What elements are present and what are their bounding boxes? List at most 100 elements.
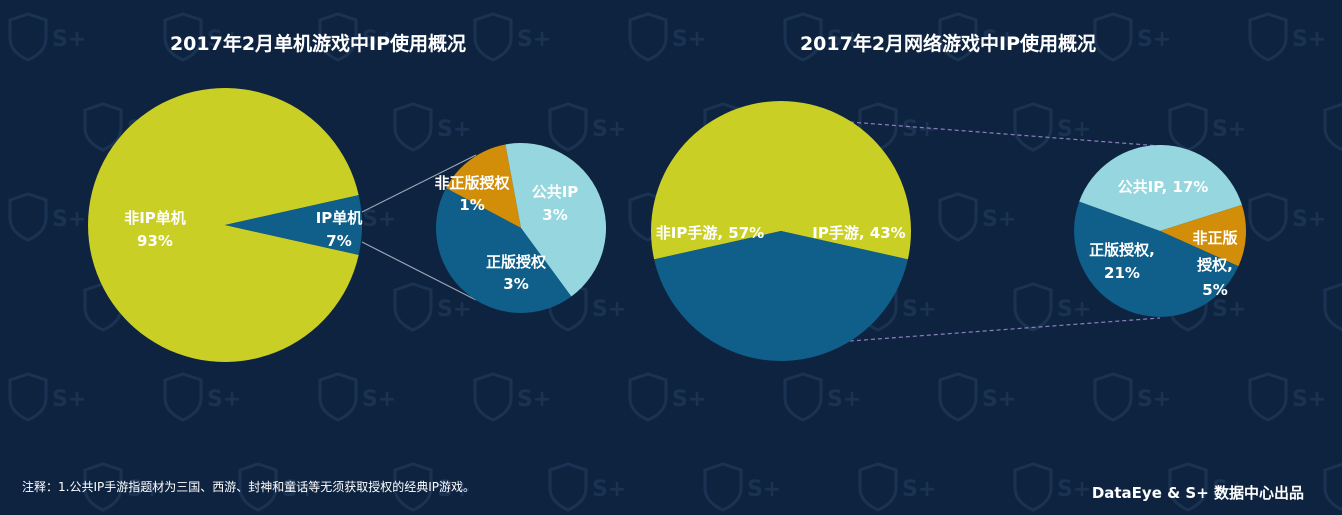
pie-slice-non-ip-mobile (651, 101, 911, 260)
pie-slice-non-ip-standalone (88, 88, 359, 362)
chart-title-standalone: 2017年2月单机游戏中IP使用概况 (170, 32, 466, 55)
watermark-shield-icon: S+ (1013, 462, 1091, 512)
watermark-shield-icon: S+ (83, 462, 161, 512)
data-label-ip-standalone: IP单机 (316, 209, 363, 227)
svg-text:S+: S+ (982, 27, 1016, 52)
svg-text:S+: S+ (362, 387, 396, 412)
data-label-licensed-mobile-line2: 21% (1104, 264, 1140, 282)
watermark-shield-icon: S+ (473, 12, 551, 62)
watermark-shield-icon: S+ (473, 372, 551, 422)
svg-text:S+: S+ (282, 477, 316, 502)
data-label-unlicensed: 非正版授权 (434, 174, 510, 192)
svg-text:S+: S+ (1057, 477, 1091, 502)
watermark-shield-icon: S+ (1323, 462, 1342, 512)
svg-text:S+: S+ (827, 27, 861, 52)
watermark-shield-icon: S+ (318, 372, 396, 422)
svg-text:S+: S+ (982, 207, 1016, 232)
watermark-shield-icon: S+ (1013, 102, 1091, 152)
svg-text:S+: S+ (52, 207, 86, 232)
svg-text:S+: S+ (827, 387, 861, 412)
watermark-shield-icon: S+ (858, 462, 936, 512)
svg-text:S+: S+ (592, 297, 626, 322)
svg-text:S+: S+ (1137, 27, 1171, 52)
watermark-shield-icon: S+ (1168, 102, 1246, 152)
pie-slice-ip-standalone (225, 195, 363, 255)
data-label-unlicensed-mobile-line1: 非正版 (1192, 229, 1237, 247)
watermark-shield-icon: S+ (8, 12, 86, 62)
svg-text:S+: S+ (362, 27, 396, 52)
svg-text:S+: S+ (362, 207, 396, 232)
watermark-shield-icon: S+ (1013, 282, 1091, 332)
watermark-shield-icon: S+ (238, 462, 316, 512)
svg-text:S+: S+ (1057, 297, 1091, 322)
svg-text:S+: S+ (902, 117, 936, 142)
watermark-shield-icon: S+ (1323, 282, 1342, 332)
connector-line-bottom-left (361, 241, 477, 301)
data-label-public-ip: 公共IP (532, 183, 579, 201)
watermark-shield-icon: S+ (1323, 102, 1342, 152)
data-label-non-ip-standalone: 非IP单机 (124, 209, 186, 227)
watermark-shield-icon: S+ (1248, 192, 1326, 242)
data-label-unlicensed-value: 1% (459, 196, 484, 214)
svg-text:S+: S+ (517, 387, 551, 412)
data-label-unlicensed-mobile-line3: 5% (1202, 281, 1227, 299)
watermark-shield-icon: S+ (8, 372, 86, 422)
watermark-shield-icon: S+ (938, 12, 1016, 62)
svg-text:S+: S+ (437, 297, 471, 322)
connector-line-top-right (849, 121, 1161, 147)
data-label-licensed-mobile-line1: 正版授权, (1089, 241, 1155, 259)
svg-text:S+: S+ (207, 27, 241, 52)
watermark-shield-icon: S+ (783, 372, 861, 422)
watermark-shield-icon: S+ (1248, 12, 1326, 62)
watermark-shield-icon: S+ (163, 372, 241, 422)
watermark-shield-icon: S+ (938, 372, 1016, 422)
svg-text:S+: S+ (1292, 207, 1326, 232)
svg-text:S+: S+ (592, 477, 626, 502)
connector-line-top-left (361, 154, 477, 213)
connector-line-bottom-right (849, 317, 1161, 342)
svg-text:S+: S+ (1212, 297, 1246, 322)
svg-text:S+: S+ (1292, 27, 1326, 52)
data-label-ip-mobile: IP手游, 43% (812, 224, 905, 242)
svg-text:S+: S+ (672, 27, 706, 52)
pie-slice-unlicensed-mobile (1160, 204, 1246, 267)
svg-text:S+: S+ (1057, 117, 1091, 142)
data-label-licensed: 正版授权 (486, 253, 547, 271)
pie-slice-ip-mobile (654, 231, 908, 362)
watermark-shield-icon: S+ (548, 102, 626, 152)
svg-text:S+: S+ (982, 387, 1016, 412)
watermark-shield-icon: S+ (8, 192, 86, 242)
pie-slice-licensed-mobile (1074, 201, 1239, 317)
watermark-shield-icon: S+ (1168, 462, 1246, 512)
pie-slice-public-ip (505, 142, 607, 297)
chart-title-online: 2017年2月网络游戏中IP使用概况 (800, 32, 1096, 55)
watermark-shield-icon: S+ (318, 12, 396, 62)
watermark-shield-icon: S+ (938, 192, 1016, 242)
watermark-shield-icon: S+ (628, 12, 706, 62)
svg-text:S+: S+ (437, 117, 471, 142)
watermark-shield-icon: S+ (858, 282, 936, 332)
svg-text:S+: S+ (52, 27, 86, 52)
data-label-public-ip-value: 3% (542, 206, 567, 224)
data-label-public-ip-mobile: 公共IP, 17% (1118, 178, 1209, 196)
data-label-non-ip-standalone-value: 93% (137, 232, 173, 250)
pie-slice-licensed (435, 188, 572, 314)
data-label-non-ip-mobile: 非IP手游, 57% (656, 224, 764, 242)
footnote: 注释：1.公共IP手游指题材为三国、西游、封神和童话等无须获取授权的经典IP游戏… (22, 480, 476, 494)
svg-text:S+: S+ (1292, 387, 1326, 412)
watermark-shield-icon: S+ (163, 12, 241, 62)
svg-text:S+: S+ (672, 387, 706, 412)
watermark-shield-icon: S+ (393, 462, 471, 512)
data-label-licensed-value: 3% (503, 275, 528, 293)
watermark-shield-icon: S+ (1093, 372, 1171, 422)
watermark-shield-icon: S+ (548, 462, 626, 512)
data-label-ip-standalone-value: 7% (326, 232, 351, 250)
watermark-shield-icon: S+ (1248, 372, 1326, 422)
pie-slice-unlicensed (445, 144, 521, 228)
watermark-shield-icon: S+ (548, 282, 626, 332)
credit-text: DataEye & S+ 数据中心出品 (1091, 484, 1304, 502)
pie-slice-public-ip-mobile (1079, 145, 1242, 231)
svg-text:S+: S+ (52, 387, 86, 412)
svg-text:S+: S+ (207, 387, 241, 412)
